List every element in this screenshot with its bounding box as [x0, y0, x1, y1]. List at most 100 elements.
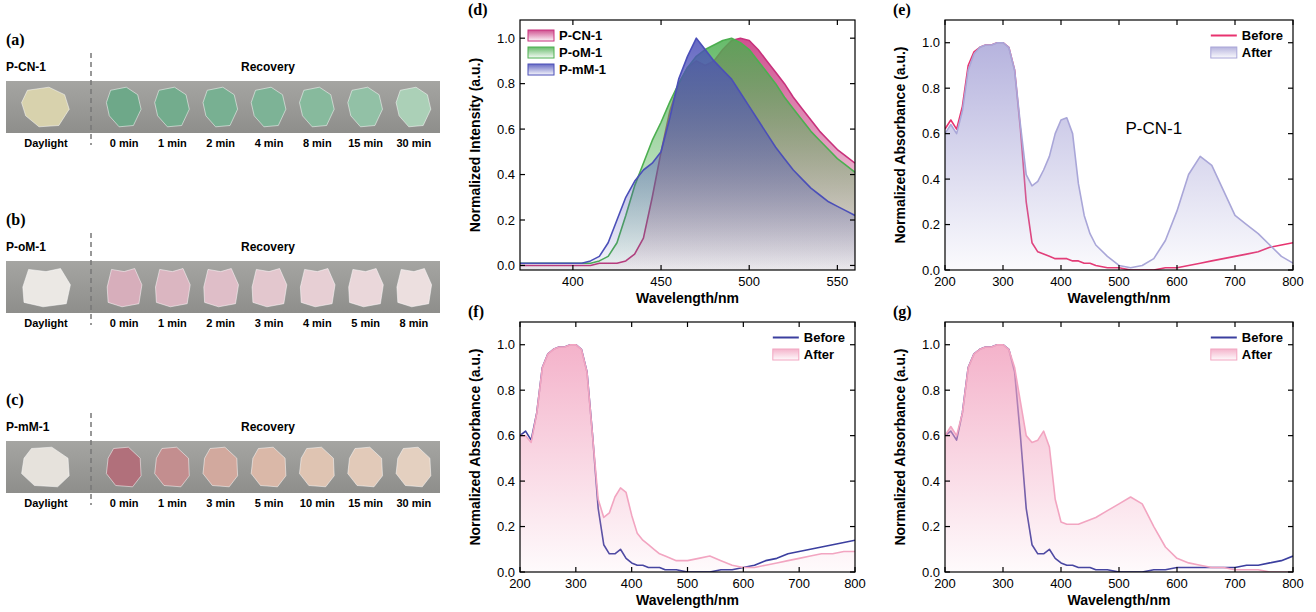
x-tick — [1234, 265, 1235, 270]
y-tick — [520, 128, 525, 129]
chart: 2003004005006007008000.00.20.40.60.81.0W… — [467, 303, 866, 608]
legend-label: After — [1242, 347, 1272, 362]
y-tick — [520, 83, 525, 84]
y-tick-label: 0.2 — [922, 519, 940, 534]
y-tick — [945, 344, 950, 345]
y-tick — [850, 480, 855, 481]
y-tick — [850, 526, 855, 527]
y-tick — [850, 435, 855, 436]
legend: BeforeAfter — [1211, 28, 1283, 60]
x-tick — [1176, 322, 1177, 327]
y-tick-label: 0.4 — [497, 167, 515, 182]
legend-label: P-oM-1 — [559, 45, 602, 60]
y-tick — [520, 219, 525, 220]
legend-label: After — [1242, 45, 1272, 60]
legend-swatch — [1211, 47, 1237, 58]
x-tick — [1002, 567, 1003, 572]
sample-photo — [106, 447, 141, 487]
y-tick — [1288, 178, 1293, 179]
area — [520, 38, 855, 270]
x-tick — [1292, 322, 1293, 327]
x-tick-label: 400 — [1050, 576, 1072, 591]
x-tick — [631, 567, 632, 572]
x-tick-label: 800 — [844, 576, 866, 591]
time-label: 5 min — [351, 317, 380, 329]
time-label: 5 min — [255, 497, 284, 509]
y-tick — [1288, 224, 1293, 225]
frame — [945, 322, 1293, 572]
sample-photo — [204, 269, 239, 307]
x-tick — [687, 567, 688, 572]
y-axis-title: Normalized Absorbance (a.u.) — [892, 46, 908, 243]
legend-label: Before — [1242, 330, 1283, 345]
x-axis-title: Wavelength/nm — [636, 290, 739, 306]
y-tick-label: 0.6 — [922, 428, 940, 443]
y-tick-label: 0.4 — [922, 172, 940, 187]
reference-label: Daylight — [24, 317, 68, 329]
sample-photo — [22, 447, 70, 487]
panel-label: (g) — [893, 303, 912, 321]
x-tick — [1060, 567, 1061, 572]
x-tick-label: 400 — [1050, 274, 1072, 289]
y-axis-title: Normalized Absorbance (a.u.) — [467, 348, 483, 545]
sample-photo — [300, 87, 335, 127]
y-tick — [850, 219, 855, 220]
x-tick — [575, 322, 576, 327]
y-tick — [1288, 88, 1293, 89]
frame — [945, 20, 1293, 270]
reference-label: Daylight — [24, 497, 68, 509]
sample-photo — [251, 87, 286, 127]
legend-label: After — [804, 347, 834, 362]
sample-photo — [397, 269, 432, 307]
line — [520, 345, 855, 568]
x-tick-label: 300 — [992, 576, 1014, 591]
x-tick — [854, 567, 855, 572]
frame — [520, 20, 855, 270]
photo-panel: (c)P-mM-1RecoveryDaylight0 min1 min3 min… — [6, 391, 440, 509]
x-tick — [1118, 265, 1119, 270]
plot-area — [945, 43, 1293, 270]
legend-label: Before — [804, 330, 845, 345]
y-tick-label: 0.8 — [922, 383, 940, 398]
y-tick — [850, 174, 855, 175]
time-label: 8 min — [303, 137, 332, 149]
sample-name: P-mM-1 — [6, 420, 50, 434]
y-tick-label: 0.0 — [922, 565, 940, 580]
y-tick-label: 1.0 — [922, 35, 940, 50]
sample-photo — [300, 447, 335, 487]
x-tick — [1002, 322, 1003, 327]
y-tick — [850, 344, 855, 345]
sample-photo — [348, 87, 383, 127]
x-tick-label: 700 — [1224, 576, 1246, 591]
x-tick-label: 500 — [1108, 274, 1130, 289]
divider — [90, 53, 92, 145]
x-tick-label: 800 — [1282, 576, 1304, 591]
x-tick-label: 600 — [732, 576, 754, 591]
y-tick — [945, 224, 950, 225]
y-tick — [945, 133, 950, 134]
x-tick-label: 800 — [1282, 274, 1304, 289]
x-tick — [944, 265, 945, 270]
x-tick — [944, 567, 945, 572]
x-tick — [1176, 20, 1177, 25]
sample-photo — [300, 269, 335, 307]
x-tick — [1176, 265, 1177, 270]
x-tick-label: 400 — [621, 576, 643, 591]
divider — [90, 413, 92, 505]
x-tick — [854, 322, 855, 327]
time-label: 15 min — [348, 497, 383, 509]
x-tick — [837, 265, 838, 270]
y-tick-label: 1.0 — [497, 31, 515, 46]
divider — [90, 233, 92, 325]
x-axis-title: Wavelength/nm — [1068, 290, 1171, 306]
time-label: 30 min — [396, 137, 431, 149]
y-tick — [1288, 480, 1293, 481]
sample-photo — [155, 87, 190, 127]
y-tick — [945, 269, 950, 270]
x-tick — [631, 322, 632, 327]
x-tick — [1118, 322, 1119, 327]
y-tick-label: 0.8 — [497, 76, 515, 91]
x-axis-title: Wavelength/nm — [1068, 592, 1171, 608]
x-tick — [660, 20, 661, 25]
x-tick — [944, 322, 945, 327]
